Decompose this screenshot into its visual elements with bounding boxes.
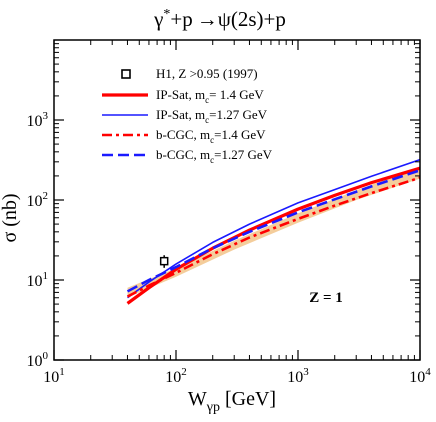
- legend-label-h1: H1, Z >0.95 (1997): [156, 66, 258, 81]
- x-tick-label: 101: [43, 366, 65, 386]
- y-axis-label: σ (nb): [0, 193, 21, 242]
- series-line-4: [126, 169, 421, 293]
- x-tick-label: 104: [409, 366, 431, 386]
- y-tick-label: 103: [27, 110, 49, 130]
- z-annotation: Z = 1: [309, 290, 343, 306]
- x-tick-label: 102: [165, 366, 187, 386]
- legend-label-4: b-CGC, mc=1.27 GeV: [156, 147, 273, 165]
- series-line-3: [126, 176, 421, 298]
- plot-area: [126, 158, 421, 305]
- y-tick-label: 101: [27, 270, 49, 290]
- legend-marker-h1: [121, 69, 131, 79]
- legend-label-3: b-CGC, mc=1.4 GeV: [156, 127, 266, 145]
- uncertainty-band: [127, 166, 420, 298]
- legend-label-2: IP-Sat, mc=1.27 GeV: [156, 107, 268, 125]
- chart-title: γ*+p →ψ(2s)+p: [153, 7, 286, 31]
- x-axis-label: Wγp [GeV]: [188, 388, 276, 415]
- legend-label-1: IP-Sat, mc= 1.4 GeV: [156, 87, 264, 105]
- y-tick-label: 102: [27, 190, 49, 210]
- x-tick-label: 103: [287, 366, 309, 386]
- data-point-marker: [159, 256, 169, 266]
- legend: H1, Z >0.95 (1997) IP-Sat, mc= 1.4 GeV IP-…: [102, 66, 273, 165]
- series-line-1: [126, 166, 421, 305]
- y-tick-label: 100: [27, 350, 49, 370]
